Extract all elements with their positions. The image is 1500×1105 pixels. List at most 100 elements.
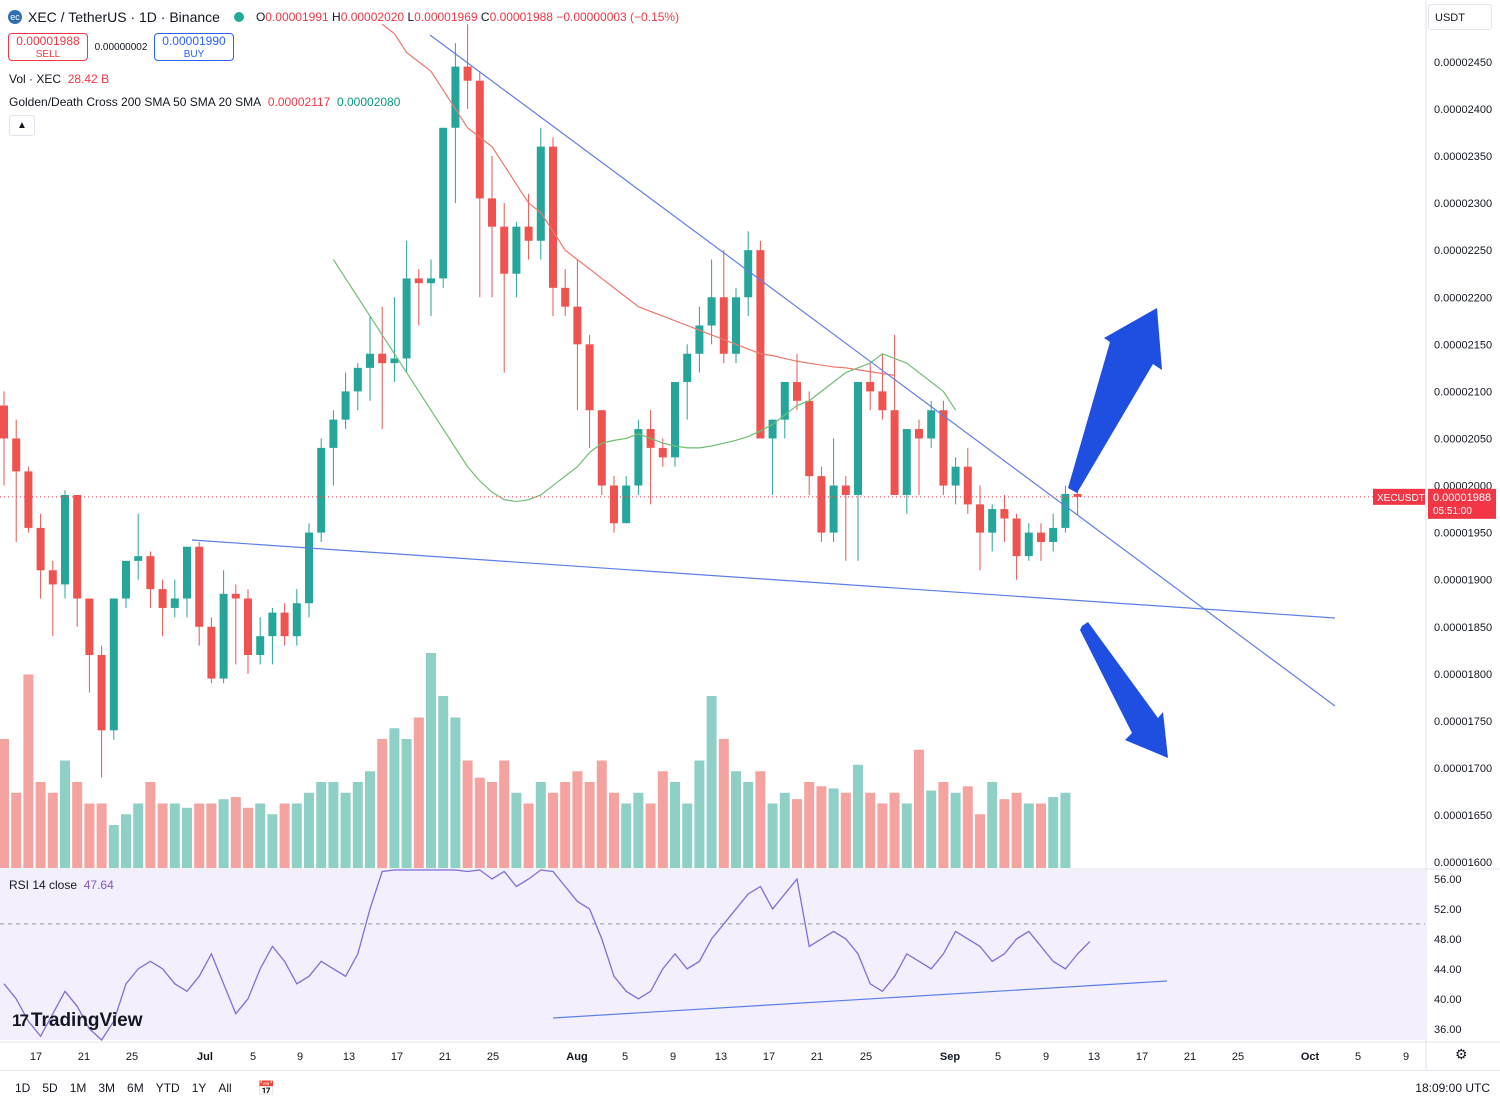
down-arrow-drawing: [1080, 622, 1168, 758]
volume-bar: [47, 792, 58, 868]
price-tag-value: 0.00001988: [1433, 492, 1491, 504]
time-axis-label: 21: [78, 1051, 90, 1063]
candle-body: [939, 410, 948, 486]
volume-bar: [572, 771, 583, 868]
timeframe-3m[interactable]: 3M: [98, 1081, 116, 1095]
candle-body: [634, 429, 643, 486]
volume-bar: [999, 799, 1010, 868]
candle-body: [439, 127, 448, 279]
timeframe-1d[interactable]: 1D: [15, 1081, 31, 1095]
price-axis-label: 0.00002200: [1434, 292, 1492, 304]
symbol-title[interactable]: XEC / TetherUS · 1D · Binance: [28, 9, 220, 25]
time-axis-label: Sep: [940, 1051, 960, 1063]
sma-red-line: [381, 23, 895, 376]
calendar-icon[interactable]: 📅: [257, 1079, 276, 1096]
time-axis-label: 5: [250, 1051, 256, 1063]
candle-body: [366, 353, 374, 368]
sma-legend[interactable]: Golden/Death Cross 200 SMA 50 SMA 20 SMA…: [9, 95, 401, 109]
time-axis-label: 17: [30, 1051, 42, 1063]
candle-body: [73, 494, 82, 599]
volume-bar: [267, 814, 278, 868]
volume-bar: [0, 739, 9, 868]
volume-bar: [108, 825, 119, 868]
timeframe-6m[interactable]: 6M: [127, 1081, 144, 1095]
candle-body: [109, 598, 118, 731]
candle-body: [768, 419, 777, 439]
sell-button[interactable]: 0.00001988 SELL: [8, 33, 88, 61]
price-axis-label: 0.00001800: [1434, 669, 1492, 681]
timeframe-1m[interactable]: 1M: [69, 1081, 87, 1095]
volume-bar: [1036, 803, 1046, 868]
volume-bar: [828, 788, 839, 868]
utc-clock[interactable]: 18:09:00 UTC: [1415, 1081, 1490, 1095]
volume-bar: [365, 771, 375, 868]
volume-bar: [474, 777, 485, 868]
xec-logo-icon: ec: [8, 10, 22, 24]
volume-bar: [1023, 803, 1034, 868]
timeframe-all[interactable]: All: [218, 1081, 232, 1095]
volume-bar: [584, 782, 595, 868]
timeframe-1y[interactable]: 1Y: [191, 1081, 207, 1095]
candle-body: [988, 509, 997, 533]
time-axis-label: 25: [860, 1051, 872, 1063]
volume-bar: [291, 803, 302, 868]
price-axis-label: 0.00002100: [1434, 386, 1492, 398]
tradingview-logo: 17 TradingView: [12, 1010, 143, 1031]
volume-bar: [645, 803, 656, 868]
candle-body: [488, 198, 496, 227]
price-axis-label: 0.00001750: [1434, 716, 1492, 728]
candle-body: [1024, 532, 1033, 557]
time-axis-label: 25: [487, 1051, 499, 1063]
candle-body: [1000, 509, 1009, 519]
price-axis-label: 0.00002150: [1434, 339, 1492, 351]
time-axis-label: 5: [1355, 1051, 1361, 1063]
candle-body: [280, 612, 289, 637]
volume-bar: [279, 803, 290, 868]
volume-bar: [657, 771, 668, 868]
volume-bar: [11, 792, 22, 868]
rsi-pane-background: [0, 870, 1425, 1040]
volume-bar: [987, 782, 998, 868]
price-axis-label: 0.00002050: [1434, 433, 1492, 445]
volume-bar: [23, 674, 34, 868]
price-axis-label: 0.00001850: [1434, 622, 1492, 634]
buy-button[interactable]: 0.00001990 BUY: [154, 33, 234, 61]
candle-body: [744, 250, 753, 298]
volume-bar: [718, 739, 729, 868]
volume-bar: [499, 760, 510, 868]
candle-body: [585, 344, 594, 411]
candle-body: [610, 485, 618, 524]
candle-body: [158, 589, 167, 608]
time-axis-label: 21: [1184, 1051, 1196, 1063]
volume-bar: [340, 792, 351, 868]
trade-buttons: 0.00001988 SELL 0.00000002 0.00001990 BUY: [8, 33, 234, 61]
volume-bar: [731, 771, 741, 868]
candle-body: [97, 655, 106, 731]
volume-bar: [145, 782, 156, 868]
candle-body: [451, 66, 460, 128]
candle-body: [341, 391, 350, 420]
volume-bar: [389, 728, 400, 868]
volume-legend[interactable]: Vol · XEC 28.42 B: [9, 72, 110, 86]
time-axis-label: 13: [715, 1051, 727, 1063]
time-axis-label: 5: [995, 1051, 1001, 1063]
price-axis-label: 0.00002350: [1434, 151, 1492, 163]
timeframe-5d[interactable]: 5D: [42, 1081, 58, 1095]
candle-body: [549, 146, 557, 288]
bottom-toolbar: 1D 5D 1M 3M 6M YTD 1Y All 📅 18:09:00 UTC: [0, 1070, 1500, 1105]
time-axis-label: 9: [1403, 1051, 1409, 1063]
settings-gear-icon[interactable]: ⚙: [1455, 1046, 1468, 1062]
timeframe-ytd[interactable]: YTD: [155, 1081, 180, 1095]
rsi-trendline: [552, 980, 1168, 1019]
currency-selector[interactable]: USDT: [1428, 4, 1492, 30]
collapse-legend-button[interactable]: ▲: [9, 115, 35, 136]
time-axis-label: 5: [622, 1051, 628, 1063]
candle-body: [122, 560, 130, 599]
time-axis-label: 25: [126, 1051, 138, 1063]
candle-body: [244, 598, 252, 656]
candle-body: [390, 358, 399, 364]
rsi-legend[interactable]: RSI 14 close 47.64: [9, 878, 114, 892]
candle-body: [1012, 518, 1021, 557]
candle-body: [756, 250, 765, 439]
